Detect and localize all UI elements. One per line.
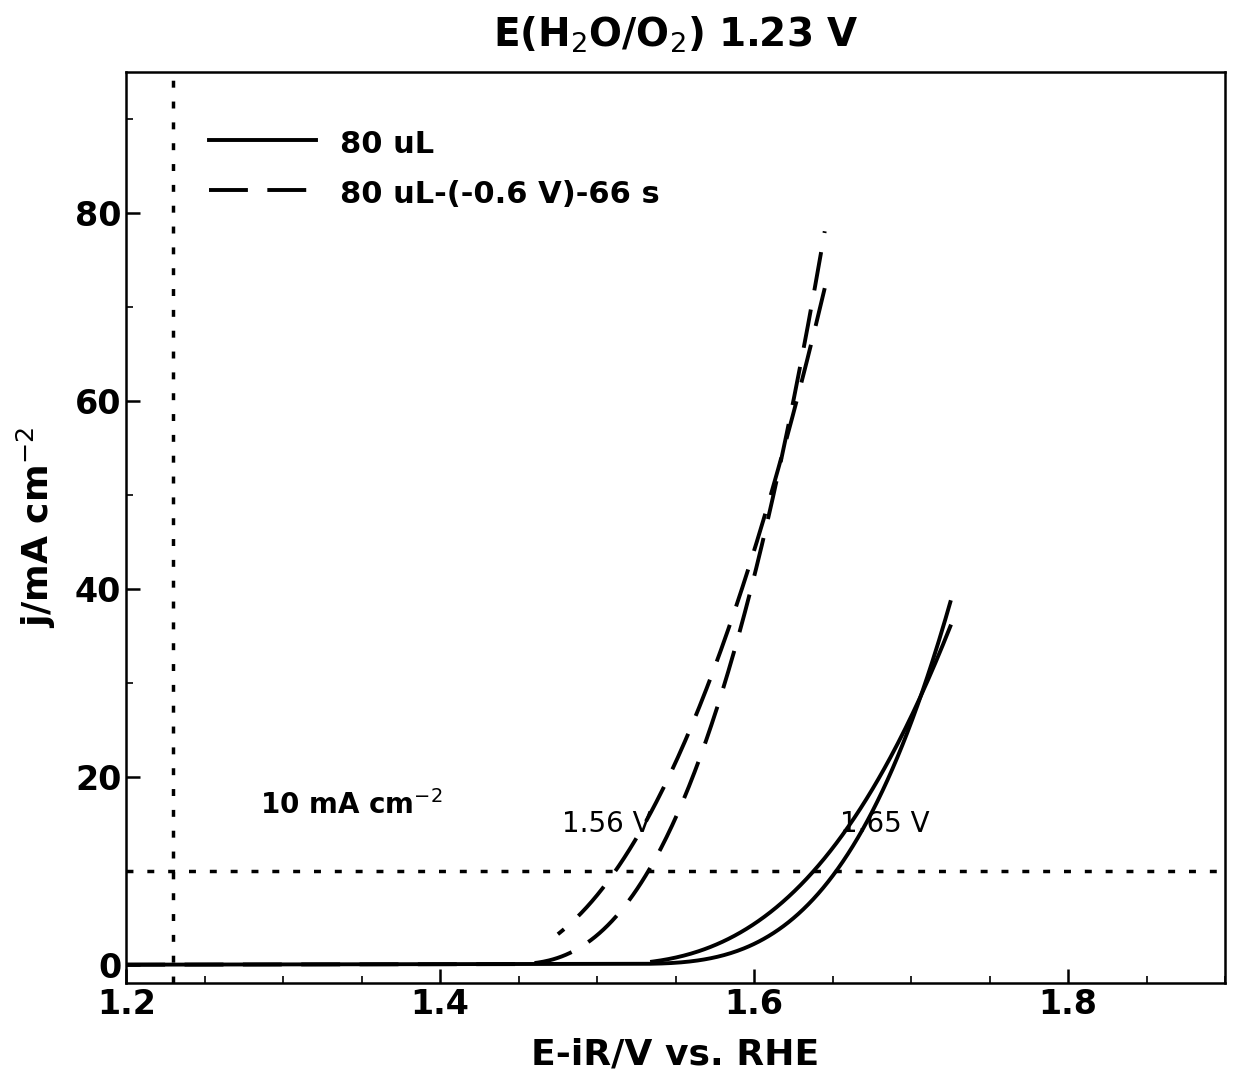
Text: 10 mA cm$^{-2}$: 10 mA cm$^{-2}$ (259, 790, 443, 820)
Text: 1.56 V: 1.56 V (563, 810, 652, 838)
Text: 1.65 V: 1.65 V (841, 810, 930, 838)
Title: E(H$_2$O/O$_2$) 1.23 V: E(H$_2$O/O$_2$) 1.23 V (492, 15, 858, 55)
X-axis label: E-iR/V vs. RHE: E-iR/V vs. RHE (532, 1038, 820, 1072)
Legend: 80 uL, 80 uL-(-0.6 V)-66 s: 80 uL, 80 uL-(-0.6 V)-66 s (196, 114, 672, 222)
Y-axis label: j/mA cm$^{-2}$: j/mA cm$^{-2}$ (15, 427, 58, 628)
